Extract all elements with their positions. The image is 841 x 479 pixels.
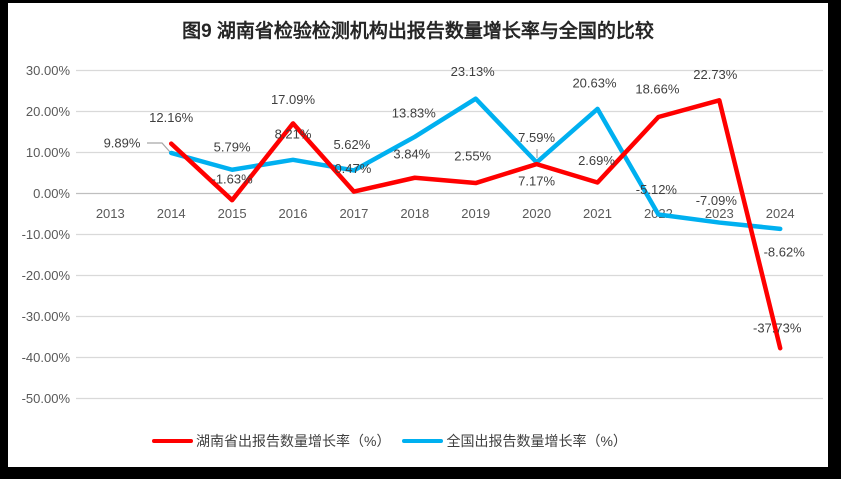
legend-swatch-hunan <box>152 438 193 444</box>
svg-text:2019: 2019 <box>461 206 490 221</box>
legend-label-hunan: 湖南省出报告数量增长率（%） <box>196 433 391 449</box>
svg-text:2017: 2017 <box>339 206 368 221</box>
svg-text:30.00%: 30.00% <box>26 63 71 78</box>
svg-text:-30.00%: -30.00% <box>22 309 71 324</box>
svg-text:10.00%: 10.00% <box>26 145 71 160</box>
svg-text:-40.00%: -40.00% <box>22 350 71 365</box>
chart-legend: 湖南省出报告数量增长率（%） 全国出报告数量增长率（%） <box>152 430 627 452</box>
svg-text:2.55%: 2.55% <box>454 149 491 164</box>
svg-text:5.79%: 5.79% <box>214 139 251 154</box>
svg-text:-37.73%: -37.73% <box>753 321 802 336</box>
svg-text:7.59%: 7.59% <box>518 130 555 145</box>
svg-text:-5.12%: -5.12% <box>636 182 678 197</box>
chart-title: 图9 湖南省检验检测机构出报告数量增长率与全国的比较 <box>182 21 654 42</box>
svg-text:2013: 2013 <box>96 206 125 221</box>
svg-text:-50.00%: -50.00% <box>22 391 71 406</box>
svg-text:2021: 2021 <box>583 206 612 221</box>
svg-text:-20.00%: -20.00% <box>22 268 71 283</box>
svg-text:-10.00%: -10.00% <box>22 227 71 242</box>
svg-text:20.63%: 20.63% <box>572 75 617 90</box>
svg-text:0.00%: 0.00% <box>33 186 70 201</box>
svg-text:3.84%: 3.84% <box>393 146 430 161</box>
svg-text:2015: 2015 <box>218 206 247 221</box>
svg-text:2.69%: 2.69% <box>578 153 615 168</box>
svg-text:23.13%: 23.13% <box>451 64 496 79</box>
svg-text:20.00%: 20.00% <box>26 104 71 119</box>
svg-text:9.89%: 9.89% <box>104 136 141 151</box>
svg-text:2014: 2014 <box>157 206 186 221</box>
svg-text:-7.09%: -7.09% <box>696 193 738 208</box>
svg-text:-8.62%: -8.62% <box>764 244 806 259</box>
chart-canvas: 30.00% 20.00% 10.00% 0.00% -10.00% -20.00% -30… <box>22 63 823 406</box>
svg-text:18.66%: 18.66% <box>635 81 680 96</box>
svg-text:2018: 2018 <box>400 206 429 221</box>
legend-swatch-national <box>402 438 444 444</box>
legend-item-hunan: 湖南省出报告数量增长率（%） <box>152 431 390 451</box>
svg-text:2020: 2020 <box>522 206 551 221</box>
svg-text:2024: 2024 <box>766 206 795 221</box>
svg-text:-1.63%: -1.63% <box>211 172 253 187</box>
svg-text:22.73%: 22.73% <box>693 67 738 82</box>
svg-text:8.21%: 8.21% <box>275 126 312 141</box>
svg-text:12.16%: 12.16% <box>149 110 194 125</box>
chart-area: 图9 湖南省检验检测机构出报告数量增长率与全国的比较 30.00% 20.00% 1… <box>8 3 828 467</box>
svg-text:0.47%: 0.47% <box>334 161 371 176</box>
svg-text:2023: 2023 <box>705 206 734 221</box>
svg-text:2016: 2016 <box>279 206 308 221</box>
legend-label-national: 全国出报告数量增长率（%） <box>446 433 627 449</box>
svg-text:17.09%: 17.09% <box>271 92 316 107</box>
svg-text:13.83%: 13.83% <box>392 105 437 120</box>
svg-text:7.17%: 7.17% <box>518 174 555 189</box>
legend-item-national: 全国出报告数量增长率（%） <box>402 431 627 451</box>
svg-text:5.62%: 5.62% <box>333 137 370 152</box>
